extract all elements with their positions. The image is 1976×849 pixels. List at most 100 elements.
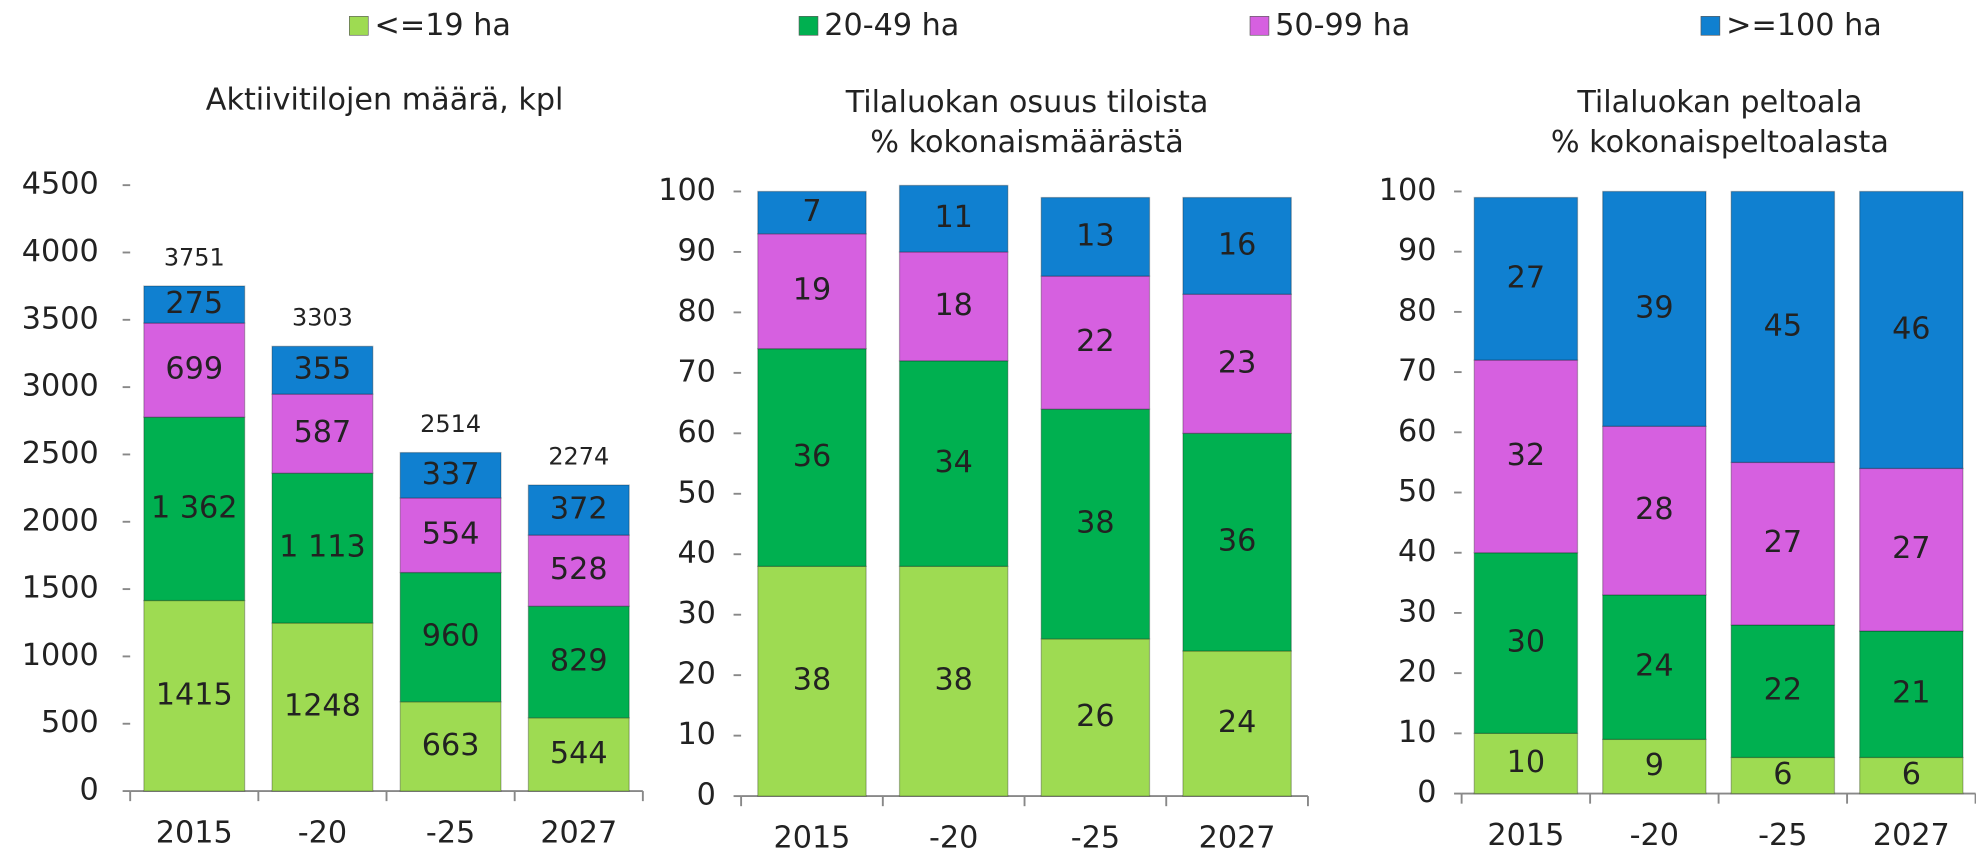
- bar-segment: [399, 451, 502, 499]
- bar-segment: [898, 184, 1009, 253]
- legend-label: 20-49 ha: [824, 8, 959, 43]
- data-label: 27: [1507, 260, 1545, 295]
- bar-segment: [1040, 638, 1151, 797]
- bar-segment: [399, 701, 502, 792]
- legend-label: <=19 ha: [375, 8, 511, 43]
- data-label: 24: [1218, 705, 1256, 740]
- bar-segment: [1859, 190, 1964, 470]
- data-label: 829: [550, 644, 608, 679]
- bar-segment: [1602, 190, 1707, 427]
- total-label: 3751: [164, 243, 225, 271]
- bar-segment: [527, 484, 630, 536]
- bar-segment: [1182, 650, 1292, 797]
- data-label: 554: [422, 517, 480, 552]
- y-tick-label: 40: [1398, 534, 1436, 569]
- x-tick-label: -20: [1630, 818, 1679, 849]
- data-label: 275: [165, 286, 223, 321]
- data-label: 1248: [284, 689, 361, 724]
- bar-segment: [399, 497, 502, 574]
- data-label: 6: [1773, 757, 1792, 792]
- bar-segment: [143, 322, 246, 418]
- data-label: 528: [550, 552, 608, 587]
- y-tick-label: 1500: [22, 571, 99, 606]
- bar-segment: [1602, 738, 1707, 795]
- data-label: 1415: [156, 677, 233, 712]
- data-label: 24: [1635, 649, 1673, 684]
- data-label: 22: [1076, 324, 1114, 359]
- y-tick-label: 2500: [22, 436, 99, 471]
- bar-segment: [143, 416, 246, 602]
- data-label: 7: [802, 194, 821, 229]
- data-label: 372: [550, 492, 608, 527]
- data-label: 587: [294, 415, 352, 450]
- bar-segment: [757, 233, 867, 350]
- bar-segment: [757, 348, 867, 567]
- x-tick-label: 2027: [540, 815, 617, 849]
- data-label: 21: [1892, 676, 1930, 711]
- y-tick-label: 60: [677, 415, 715, 450]
- data-label: 355: [294, 352, 352, 387]
- bar-segment: [143, 285, 246, 324]
- chart-title: % kokonaismäärästä: [870, 125, 1183, 160]
- y-tick-label: 0: [79, 773, 98, 808]
- bar-segment: [757, 190, 867, 235]
- bar-segment: [399, 571, 502, 703]
- bar-segment: [1182, 196, 1292, 295]
- y-tick-label: 90: [1398, 233, 1436, 268]
- data-label: 663: [422, 728, 480, 763]
- bar-segment: [898, 360, 1009, 567]
- x-tick-label: 2015: [774, 820, 851, 849]
- y-tick-label: 30: [1398, 594, 1436, 629]
- bar-segment: [898, 565, 1009, 797]
- data-label: 19: [793, 273, 831, 308]
- x-tick-label: -20: [929, 820, 978, 849]
- y-tick-label: 70: [677, 354, 715, 389]
- total-label: 2514: [420, 410, 481, 438]
- bar-segment: [1473, 196, 1579, 361]
- data-label: 699: [165, 352, 223, 387]
- data-label: 13: [1076, 218, 1114, 253]
- y-tick-label: 10: [677, 717, 715, 752]
- legend-swatch: [1249, 16, 1270, 36]
- data-label: 34: [934, 445, 972, 480]
- bar-segment: [143, 599, 246, 792]
- data-label: 28: [1635, 492, 1673, 527]
- bar-segment: [527, 717, 630, 792]
- data-label: 1 362: [151, 490, 238, 525]
- y-tick-label: 70: [1398, 354, 1436, 389]
- total-label: 2274: [548, 442, 609, 470]
- y-tick-label: 4000: [22, 234, 99, 269]
- bar-segment: [1040, 408, 1151, 640]
- y-tick-label: 60: [1398, 414, 1436, 449]
- chart-title: Aktiivitilojen määrä, kpl: [206, 82, 564, 117]
- total-label: 3303: [292, 304, 353, 332]
- data-label: 960: [422, 619, 480, 654]
- data-label: 9: [1645, 748, 1664, 783]
- bar-segment: [1473, 552, 1579, 734]
- bar-segment: [527, 605, 630, 719]
- data-label: 27: [1892, 531, 1930, 566]
- y-tick-label: 80: [1398, 293, 1436, 328]
- y-tick-label: 100: [658, 173, 716, 208]
- data-label: 36: [793, 439, 831, 474]
- data-label: 6: [1902, 757, 1921, 792]
- y-tick-label: 20: [677, 657, 715, 692]
- y-tick-label: 0: [1417, 775, 1436, 810]
- chart-title: Tilaluokan peltoala: [1576, 85, 1862, 120]
- x-tick-label: 2027: [1199, 820, 1276, 849]
- y-tick-label: 40: [677, 536, 715, 571]
- x-tick-label: 2015: [156, 815, 233, 849]
- bar-segment: [757, 565, 867, 797]
- data-label: 337: [422, 457, 480, 492]
- data-label: 1 113: [279, 530, 366, 565]
- bar-segment: [271, 472, 374, 624]
- bar-segment: [1859, 630, 1964, 759]
- data-label: 46: [1892, 311, 1930, 346]
- x-tick-label: -25: [426, 815, 475, 849]
- legend-label: 50-99 ha: [1275, 8, 1410, 43]
- data-label: 22: [1764, 673, 1802, 708]
- data-label: 27: [1764, 525, 1802, 560]
- bar-segment: [1473, 732, 1579, 795]
- data-label: 38: [1076, 506, 1114, 541]
